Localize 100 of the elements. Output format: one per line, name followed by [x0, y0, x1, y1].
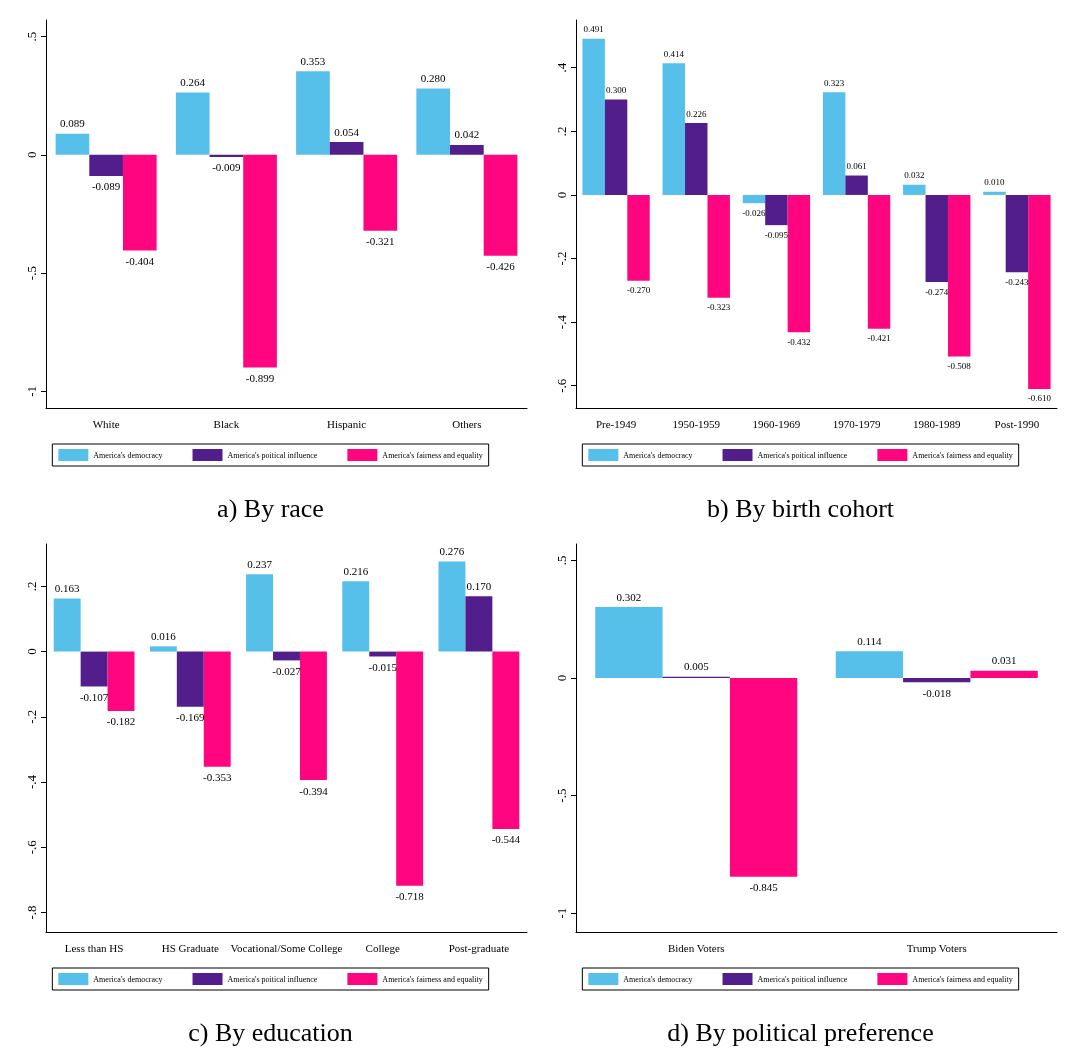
data-label: -0.899 [245, 372, 275, 385]
bar [296, 71, 330, 155]
x-tick-label: Others [452, 417, 482, 430]
bar [983, 191, 1006, 195]
data-label: 0.005 [683, 660, 710, 673]
x-tick-label: 1980-1989 [912, 417, 962, 430]
bar [845, 175, 868, 195]
bar [483, 154, 518, 256]
data-label: 0.226 [686, 108, 707, 119]
y-tick-label: -.5 [554, 788, 569, 803]
data-label: 0.237 [247, 557, 273, 570]
bar [492, 651, 520, 829]
bar [89, 154, 123, 176]
x-tick-label: Black [213, 417, 240, 430]
legend-label: America's poitical influence [227, 974, 318, 984]
data-label: 0.323 [824, 77, 845, 88]
bar [1028, 194, 1051, 389]
data-label: -0.432 [787, 336, 811, 347]
x-tick-label: Less than HS [64, 941, 124, 954]
bar [149, 646, 177, 652]
data-label: -0.394 [299, 784, 329, 797]
bar [299, 651, 327, 781]
data-label: -0.243 [1005, 276, 1030, 287]
y-tick-label: 0 [554, 674, 569, 682]
data-label: -0.323 [707, 302, 731, 313]
bar [835, 651, 904, 679]
y-tick-label: -1 [24, 386, 39, 397]
data-label: -0.404 [125, 254, 155, 267]
data-label: -0.169 [176, 711, 205, 724]
data-label: -0.095 [764, 229, 789, 240]
data-label: 0.353 [300, 54, 326, 67]
bar [787, 194, 811, 333]
bar [209, 154, 244, 157]
data-label: -0.353 [203, 771, 232, 784]
bar [604, 99, 628, 195]
bar [582, 38, 605, 195]
bar [662, 63, 686, 195]
bar [903, 678, 971, 683]
data-label: 0.163 [54, 581, 81, 594]
data-label: -0.026 [742, 207, 767, 218]
data-label: 0.032 [904, 170, 925, 181]
legend-label: America's fairness and equality [382, 974, 483, 984]
bar [438, 561, 466, 652]
bar [1005, 194, 1029, 273]
y-tick-label: -.8 [24, 905, 39, 920]
bar [903, 184, 926, 195]
y-tick-label: -.2 [24, 709, 39, 724]
bar [729, 678, 798, 877]
text: a) By race [217, 493, 324, 523]
text: b) By birth cohort [706, 493, 895, 523]
bar [947, 194, 971, 357]
data-label: 0.042 [454, 128, 480, 141]
legend-label: America's fairness and equality [912, 450, 1013, 460]
legend-label: America's poitical influence [757, 974, 848, 984]
bar [107, 651, 135, 711]
data-label: -0.610 [1027, 393, 1052, 404]
y-tick-label: .5 [554, 555, 569, 566]
bar [55, 133, 90, 155]
bar [329, 142, 364, 155]
bar [122, 154, 157, 251]
y-tick-label: -.6 [24, 839, 39, 855]
data-label: -0.009 [212, 161, 242, 174]
data-label: 0.491 [583, 24, 604, 35]
data-label: -0.718 [395, 890, 425, 903]
bar [627, 194, 650, 281]
data-label: 0.302 [616, 590, 642, 603]
data-label: -0.321 [366, 235, 395, 248]
data-label: 0.280 [420, 72, 447, 85]
x-tick-label: 1950-1959 [672, 417, 721, 430]
data-label: 0.031 [991, 654, 1017, 667]
data-label: 0.089 [60, 117, 86, 130]
bar [707, 194, 730, 298]
data-label: -0.845 [749, 881, 779, 894]
x-tick-label: Trump Voters [906, 941, 967, 954]
bar [363, 154, 398, 231]
x-tick-label: Post-1990 [994, 417, 1040, 430]
bar [203, 651, 231, 767]
data-label: -0.089 [91, 180, 121, 193]
data-label: -0.270 [626, 285, 651, 296]
legend-label: America's democracy [93, 974, 163, 984]
legend-label: America's fairness and equality [912, 974, 1013, 984]
bar [396, 651, 424, 886]
bar [53, 598, 81, 652]
y-tick-label: -.4 [24, 774, 39, 790]
data-label: 0.114 [857, 634, 883, 647]
text: d) By political preference [667, 1017, 934, 1047]
bar [175, 92, 210, 155]
data-label: -0.426 [486, 260, 516, 273]
y-tick-label: -.5 [24, 266, 39, 281]
data-label: 0.170 [466, 579, 492, 592]
y-tick-label: 0 [24, 151, 39, 159]
bar [465, 596, 493, 652]
x-tick-label: Post-graduate [448, 941, 510, 954]
y-tick-label: -.2 [554, 251, 569, 266]
data-label: -0.544 [491, 833, 521, 846]
data-label: 0.054 [334, 125, 360, 138]
data-label: -0.274 [925, 286, 949, 297]
data-label: -0.421 [867, 333, 891, 344]
y-tick-label: -1 [554, 907, 569, 919]
bar [176, 651, 204, 707]
